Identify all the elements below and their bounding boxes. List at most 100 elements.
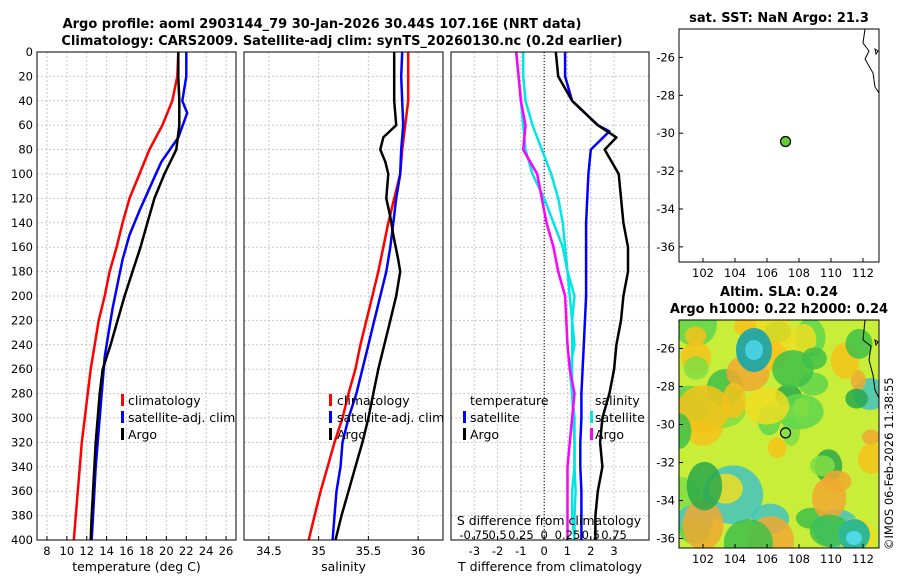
legend-label-climatology: climatology [128,393,201,408]
sla-field-blob [772,350,814,389]
legend-swatch-sal-argo [590,428,593,440]
argo-position-marker [779,135,792,148]
sla-map-panel: 102 104 106 108 110 112 -26 -28 -30 -32 -34 -36 [656,319,880,566]
sla-field-blob [723,519,773,548]
lat-tick-label: -26 [656,50,675,64]
coastline [862,320,879,399]
lon-tick-label: 106 [756,552,778,566]
lat-tick-label: -32 [656,164,675,178]
x-tick-label: 16 [119,544,134,558]
y-tick-label: 200 [11,289,33,303]
y-tick-label: 360 [11,484,33,498]
legend-swatch-temp-satellite [463,411,466,423]
legend-label-sal-satellite: satellite [595,410,645,425]
lon-tick-label: 102 [692,552,714,566]
legend-swatch-satellite [329,411,332,423]
figure-title-line2: Climatology: CARS2009. Satellite-adj cli… [61,34,622,49]
x-tick-label: -1 [515,544,526,558]
lon-tick-label: 108 [788,552,810,566]
y-tick-label: 400 [11,533,33,547]
map-frame [678,28,880,263]
sla-field-blob [679,385,731,433]
lon-tick-label: 110 [820,552,842,566]
x-tick-label: 20 [159,544,174,558]
sla-field-blob [862,429,879,446]
sla-field-blob [850,370,866,391]
y-tick-label: 260 [11,362,33,376]
gridlines [244,51,443,541]
legend-title-salinity: salinity [595,393,640,408]
x-tick-label: 2 [587,544,594,558]
sla-field-blob [767,437,787,459]
series-line-argo [334,52,402,541]
sla-field-blob [792,397,810,418]
y-tick-label: 40 [18,94,33,108]
coastline [874,47,879,56]
series-line-salinity-argo-magenta [514,51,576,540]
y-tick-label: 160 [11,240,33,254]
x-tick-label: -2 [492,544,503,558]
difference-panel: -3 -2 -1 0 1 2 3T difference from climatology S… [450,51,650,574]
legend-swatch-climatology [121,394,124,406]
y-tick-label: 100 [11,167,33,181]
x-axis-label: temperature (deg C) [72,559,201,574]
y-tick-label: 60 [18,118,33,132]
gridlines [451,51,649,541]
sla-map-title-line1: Altim. SLA: 0.24 [720,285,838,300]
lat-tick-label: -34 [656,202,675,216]
temperature-legend: climatology satellite-adj. clim Argo [121,393,235,442]
map-frame [678,319,880,549]
x-tick-label: 35 [311,544,326,558]
top-tick-label: 0.5 [582,528,600,542]
sla-field-blob [857,443,879,475]
series-line-salinity-argo [554,51,630,540]
axes-box [36,51,237,541]
sla-field-blob [845,328,873,359]
legend-label-climatology: climatology [337,393,410,408]
x-tick-label: 0 [541,544,548,558]
y-tick-label: 220 [11,313,33,327]
lat-tick-label: -30 [656,126,675,140]
legend-swatch-argo [329,428,332,440]
temperature-panel: 8 10 12 14 16 18 20 22 24 26020406080100120140160… [11,45,237,574]
lon-tick-label: 104 [724,266,746,280]
legend-label-satellite: satellite-adj. clim [337,410,444,425]
lon-tick-label: 110 [820,266,842,280]
lat-tick-label: -36 [656,240,675,254]
y-tick-label: 80 [18,143,33,157]
sst-map-title: sat. SST: NaN Argo: 21.3 [689,11,869,26]
y-tick-label: 20 [18,69,33,83]
figure-title-line1: Argo profile: aoml 2903144_79 30-Jan-202… [63,17,582,32]
lat-tick-label: -34 [656,494,675,508]
y-tick-label: 140 [11,216,33,230]
sst-map-panel: 102 104 106 108 110 112 -26 -28 -30 -32 -34 -36 [656,28,880,280]
top-axis-label: S difference from climatology [457,513,642,528]
series-line-climatology [307,52,410,541]
top-tick-label: 0.25 [555,528,581,542]
legend-label-temp-satellite: satellite [470,410,520,425]
sla-field-blob [744,387,790,425]
sla-field-blob [683,356,709,380]
x-tick-label: 10 [60,544,75,558]
top-tick-label: 0.25 [508,528,534,542]
coastline [862,29,879,94]
lat-tick-label: -32 [656,456,675,470]
x-tick-label: 14 [99,544,114,558]
x-tick-label: 26 [219,544,234,558]
lon-tick-label: 112 [852,552,874,566]
lat-tick-label: -30 [656,418,675,432]
top-tick-label: 0.5 [488,528,506,542]
legend-label-argo: Argo [337,427,366,442]
series-line-satellite-adj-clim [331,51,405,541]
x-tick-label: 36 [411,544,426,558]
x-tick-label: 8 [43,544,50,558]
lon-tick-label: 102 [692,266,714,280]
lon-tick-label: 112 [852,266,874,280]
y-tick-label: 0 [26,45,33,59]
sla-map-title-line2: Argo h1000: 0.22 h2000: 0.24 [670,302,888,317]
copyright-text: ©IMOS 06-Feb-2026 11:38:55 [882,377,896,550]
y-tick-label: 240 [11,338,33,352]
legend-label-argo: Argo [128,427,157,442]
series-line-climatology [72,51,180,541]
